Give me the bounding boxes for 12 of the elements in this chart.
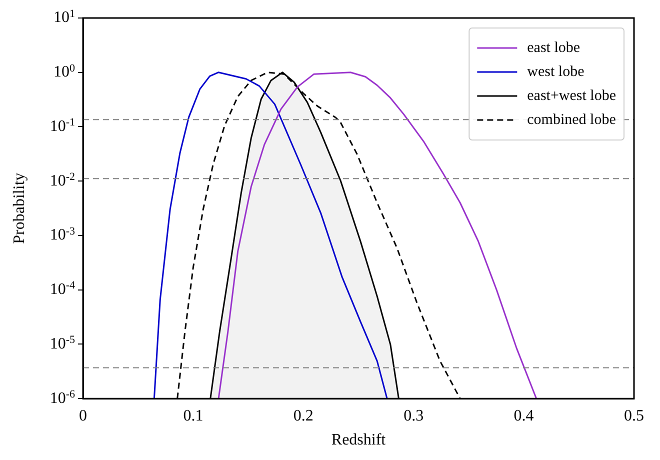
y-axis-title: Probability bbox=[10, 172, 28, 244]
x-tick-label: 0.5 bbox=[624, 407, 644, 424]
x-tick-label: 0 bbox=[79, 407, 87, 424]
legend-label: east+west lobe bbox=[527, 88, 616, 104]
x-tick-label: 0.3 bbox=[404, 407, 424, 424]
x-tick-label: 0.1 bbox=[183, 407, 204, 424]
x-axis-title: Redshift bbox=[331, 432, 386, 449]
x-tick-label: 0.2 bbox=[293, 407, 314, 424]
legend-label: combined lobe bbox=[527, 112, 616, 128]
legend-label: west lobe bbox=[527, 64, 585, 80]
x-tick-label: 0.4 bbox=[514, 407, 534, 424]
legend-label: east lobe bbox=[527, 40, 580, 56]
